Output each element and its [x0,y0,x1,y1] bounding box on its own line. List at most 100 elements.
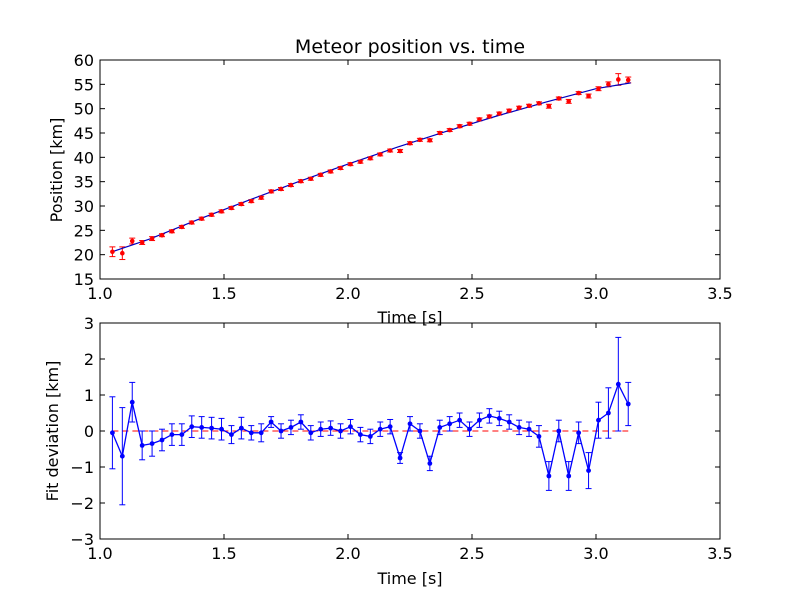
deviation-point [248,430,254,436]
deviation-point [199,425,205,430]
deviation-point [139,443,145,448]
deviation-point [338,428,343,434]
bottom-x-tick-label: 3.0 [583,544,608,563]
top-y-tick-label: 60 [74,51,94,70]
bottom-plot-area [109,336,632,506]
measurement-point [487,114,492,119]
deviation-point [119,453,125,459]
top-x-tick-label: 3.5 [707,284,732,303]
deviation-point [308,430,314,436]
top-y-tick-label: 15 [74,270,94,289]
bottom-x-tick-label: 3.5 [707,544,732,563]
measurement-point [526,103,532,109]
measurement-point [506,108,512,113]
deviation-point [328,425,334,431]
bottom-x-axis-label: Time [s] [376,569,442,588]
top-y-tick-label: 25 [74,221,94,240]
measurement-point [437,130,443,136]
deviation-point [516,425,522,430]
deviation-point [417,428,423,434]
measurement-point [268,189,274,194]
measurement-point [318,172,324,178]
top-y-tick-label: 30 [74,197,94,216]
deviation-point [536,434,542,439]
deviation-point [348,424,353,430]
measurement-point [377,152,383,157]
measurement-point [258,195,264,201]
measurement-point [308,176,314,182]
top-axes-frame [99,59,721,280]
measurement-point [348,161,353,167]
measurement-point [417,137,423,143]
bottom-y-tick-label: 1 [84,386,94,405]
deviation-point [278,428,284,434]
deviation-point [625,401,631,407]
deviation-point [258,430,264,436]
measurement-point [496,111,502,116]
measurement-point [229,205,234,211]
measurement-point [536,101,542,106]
measurement-point [625,77,631,83]
deviation-point [506,419,512,425]
measurement-point [407,140,413,146]
measurement-point [338,165,343,171]
measurement-point [149,236,155,241]
deviation-point [407,421,413,427]
measurement-point [209,212,214,218]
measurement-point [120,250,125,256]
measurement-point [576,90,581,96]
measurement-point [427,138,433,143]
measurement-point [596,86,601,92]
measurement-point [129,238,135,244]
deviation-point [358,432,363,437]
deviation-point [169,432,175,437]
deviation-point [288,425,294,430]
deviation-point [437,425,443,430]
top-y-axis-label: Position [km] [47,118,66,223]
measurement-point [139,240,145,245]
measurement-point [606,82,611,87]
measurement-point [159,232,165,238]
deviation-point [546,473,552,479]
measurement-point [447,127,452,133]
deviation-point [556,428,562,434]
measurement-point [457,123,462,129]
top-y-tick-label: 50 [74,100,94,119]
top-axis-ticks: 1.0 1.5 2.0 2.5 3.0 3.5 15 20 25 30 35 40 45 50 55 60 [74,51,733,303]
deviation-point [387,424,393,430]
deviation-point [467,426,472,432]
bottom-x-tick-label: 2.5 [459,544,484,563]
deviation-point [606,410,611,416]
top-chart-title: Meteor position vs. time [295,36,525,58]
deviation-point [159,437,165,443]
top-plot-area [109,73,632,261]
top-y-tick-label: 20 [74,246,94,265]
deviation-point [129,399,135,405]
measurement-point [397,148,403,154]
measurement-point [239,201,244,207]
bottom-x-tick-label: 1.0 [87,544,112,563]
measurement-point [110,249,115,255]
bottom-y-tick-label: −3 [70,530,94,549]
top-y-tick-label: 45 [74,124,94,143]
deviation-point [318,426,324,432]
deviation-point [596,417,601,423]
bottom-x-tick-label: 2.0 [335,544,360,563]
measurement-point [516,105,522,110]
bottom-axis-ticks: 1.0 1.5 2.0 2.5 3.0 3.5 −3 −2 −1 0 1 2 3 [70,314,732,563]
deviation-point [586,468,591,473]
measurement-point [477,117,482,122]
top-x-tick-label: 1.5 [211,284,236,303]
measurement-point [189,220,195,225]
top-x-tick-label: 3.0 [583,284,608,303]
bottom-y-tick-label: −1 [70,458,94,477]
deviation-point [566,473,572,479]
deviation-point [189,424,195,430]
measurement-point [566,99,572,104]
bottom-subplot: 1.0 1.5 2.0 2.5 3.0 3.5 −3 −2 −1 0 1 2 3 Time [s] Fi… [43,314,733,588]
deviation-point [110,430,115,436]
measurement-point [248,198,254,204]
top-y-tick-label: 55 [74,75,94,94]
deviation-point [486,413,492,419]
